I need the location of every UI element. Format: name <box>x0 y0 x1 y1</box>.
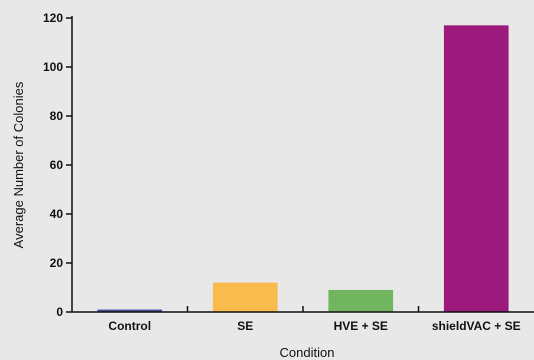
y-tick-label: 80 <box>50 109 64 123</box>
bar-control <box>97 309 163 312</box>
y-tick-label: 100 <box>43 60 63 74</box>
y-axis-ticks: 0 20 40 60 80 100 120 <box>43 11 72 319</box>
x-tick-label: SE <box>237 319 253 333</box>
x-axis-ticks: Control SE HVE + SE shieldVAC + SE <box>108 306 521 333</box>
bars <box>97 25 509 312</box>
bar-hve-se <box>328 289 394 312</box>
x-tick-label: HVE + SE <box>334 319 388 333</box>
x-axis-title: Condition <box>280 345 335 360</box>
y-tick-label: 20 <box>50 256 64 270</box>
y-tick-label: 120 <box>43 11 63 25</box>
y-tick-label: 40 <box>50 207 64 221</box>
y-axis-title: Average Number of Colonies <box>11 81 26 248</box>
y-tick-label: 0 <box>56 305 63 319</box>
x-tick-label: shieldVAC + SE <box>432 319 521 333</box>
y-tick-label: 60 <box>50 158 64 172</box>
bar-se <box>212 282 278 312</box>
x-tick-label: Control <box>108 319 151 333</box>
bar-shieldvac-se <box>443 25 509 312</box>
